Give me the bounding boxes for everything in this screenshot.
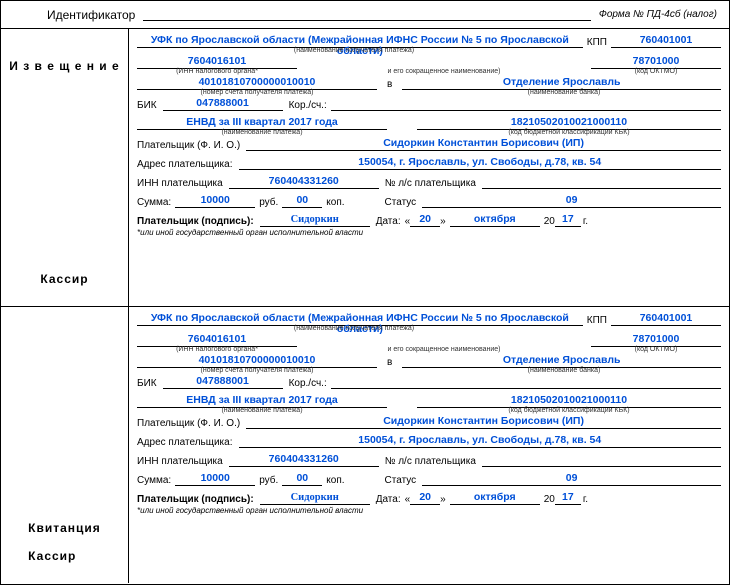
sub-bank: (наименование банка) [407, 367, 721, 374]
date-y: 17 [555, 214, 581, 227]
sign-label: Плательщик (подпись): [137, 494, 254, 505]
sum-label: Сумма: [137, 475, 171, 486]
sign-field: Сидоркин [260, 214, 370, 227]
ls-field [482, 176, 721, 189]
date-d: 20 [410, 214, 440, 227]
date-rq: » [440, 216, 446, 227]
date-y-pre: 20 [544, 216, 555, 227]
bik-label: БИК [137, 100, 157, 111]
sub-purpose: (наименование платежа) [137, 407, 387, 414]
status-label: Статус [385, 197, 417, 208]
rub-label: руб. [259, 197, 278, 208]
section-label-notice: И з в е щ е н и е [9, 59, 119, 73]
ls-field [482, 454, 721, 467]
koracc-label: Кор./сч.: [289, 100, 327, 111]
payer-field: Сидоркин Константин Борисович (ИП) [246, 138, 721, 151]
sub-inn-org: (ИНН налогового органа* [137, 68, 297, 75]
payer-field: Сидоркин Константин Борисович (ИП) [246, 416, 721, 429]
koracc-label: Кор./сч.: [289, 378, 327, 389]
sub-kbk: (код бюджетной классификации КБК) [417, 129, 721, 136]
bik-field: 047888001 [163, 98, 283, 111]
footnote: *или иной государственный орган исполнит… [137, 506, 721, 515]
date-d: 20 [410, 492, 440, 505]
sub-inn-org2: и его сокращенное наименование) [297, 346, 591, 353]
payer-label: Плательщик (Ф. И. О.) [137, 140, 240, 151]
date-m: октября [450, 492, 540, 505]
date-y-suf: г. [583, 216, 588, 227]
koracc-field [331, 376, 721, 389]
sub-recipient: (наименование получателя платежа) [137, 325, 571, 332]
date-label: Дата: [376, 494, 401, 505]
date-rq: » [440, 494, 446, 505]
section-label-kvitancia: Квитанция [28, 521, 101, 535]
sub-inn-org2: и его сокращенное наименование) [297, 68, 591, 75]
sum-kop-field: 00 [282, 473, 322, 486]
ls-label: № л/с плательщика [385, 178, 476, 189]
inn-payer-label: ИНН плательщика [137, 178, 223, 189]
sum-kop-field: 00 [282, 195, 322, 208]
sub-purpose: (наименование платежа) [137, 129, 387, 136]
sum-label: Сумма: [137, 197, 171, 208]
receipt-notice: И з в е щ е н и е Кассир УФК по Ярославс… [1, 29, 729, 306]
status-label: Статус [385, 475, 417, 486]
section-label-cashier: Кассир [40, 272, 88, 286]
receipt-kvitancia: Квитанция Кассир УФК по Ярославской обла… [1, 306, 729, 583]
right-column: УФК по Ярославской области (Межрайонная … [129, 29, 729, 306]
addr-label: Адрес плательщика: [137, 159, 233, 170]
date-y-suf: г. [583, 494, 588, 505]
status-field: 09 [422, 473, 721, 486]
sub-account: (номер счета получателя платежа) [137, 89, 377, 96]
date-label: Дата: [376, 216, 401, 227]
addr-field: 150054, г. Ярославль, ул. Свободы, д.78,… [239, 435, 722, 448]
ls-label: № л/с плательщика [385, 456, 476, 467]
koracc-field [331, 98, 721, 111]
sign-field: Сидоркин [260, 492, 370, 505]
date-y: 17 [555, 492, 581, 505]
status-field: 09 [422, 195, 721, 208]
inn-payer-label: ИНН плательщика [137, 456, 223, 467]
sub-bank: (наименование банка) [407, 89, 721, 96]
section-label-cashier: Кассир [28, 549, 101, 563]
kop-label: коп. [326, 197, 344, 208]
form-container: Идентификатор Форма № ПД-4сб (налог) И з… [0, 0, 730, 585]
sub-account: (номер счета получателя платежа) [137, 367, 377, 374]
date-m: октября [450, 214, 540, 227]
payer-label: Плательщик (Ф. И. О.) [137, 418, 240, 429]
addr-label: Адрес плательщика: [137, 437, 233, 448]
left-column: Квитанция Кассир [1, 307, 129, 583]
left-column: И з в е щ е н и е Кассир [1, 29, 129, 306]
sub-inn-org: (ИНН налогового органа* [137, 346, 297, 353]
identifier-line [143, 9, 591, 21]
sub-oktmo: (код ОКТМО) [591, 346, 721, 353]
bik-label: БИК [137, 378, 157, 389]
sum-rub-field: 10000 [175, 195, 255, 208]
sub-oktmo: (код ОКТМО) [591, 68, 721, 75]
footnote: *или иной государственный орган исполнит… [137, 228, 721, 237]
form-number: Форма № ПД-4сб (налог) [599, 9, 717, 20]
sign-label: Плательщик (подпись): [137, 216, 254, 227]
identifier-label: Идентификатор [47, 8, 135, 22]
sub-recipient: (наименование получателя платежа) [137, 47, 571, 54]
addr-field: 150054, г. Ярославль, ул. Свободы, д.78,… [239, 157, 722, 170]
inn-payer-field: 760404331260 [229, 454, 379, 467]
bik-field: 047888001 [163, 376, 283, 389]
header-row: Идентификатор Форма № ПД-4сб (налог) [1, 1, 729, 29]
sum-rub-field: 10000 [175, 473, 255, 486]
kop-label: коп. [326, 475, 344, 486]
date-y-pre: 20 [544, 494, 555, 505]
sub-kbk: (код бюджетной классификации КБК) [417, 407, 721, 414]
inn-payer-field: 760404331260 [229, 176, 379, 189]
rub-label: руб. [259, 475, 278, 486]
right-column: УФК по Ярославской области (Межрайонная … [129, 307, 729, 583]
